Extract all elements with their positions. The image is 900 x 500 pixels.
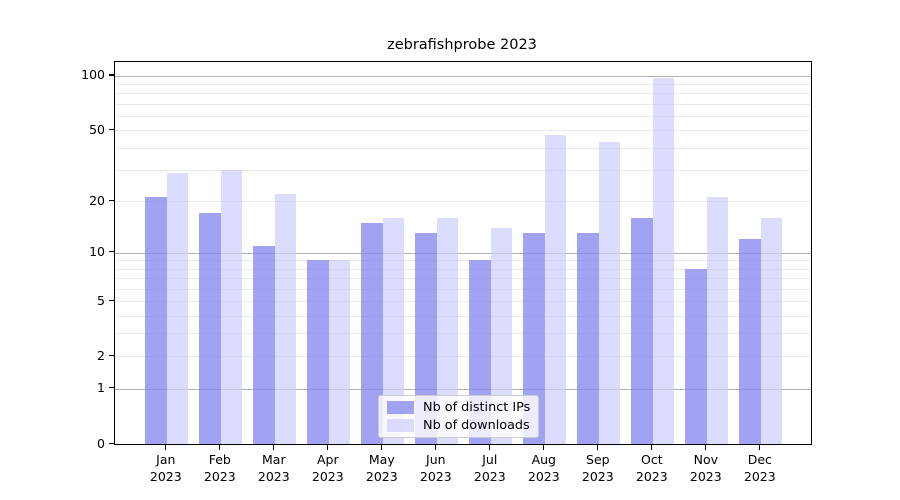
y-tick-label-20: 20 <box>89 192 105 208</box>
y-tick-label-10: 10 <box>89 244 105 260</box>
bar-nb-of-distinct-ips-may-2023 <box>361 222 383 444</box>
gridline-major-10 <box>115 252 811 254</box>
gridline-minor-40 <box>115 147 811 149</box>
gridline-minor-50 <box>115 130 811 132</box>
x-tick-dec-2023 <box>759 444 761 450</box>
legend-swatch-distinct-ips-icon <box>387 401 414 414</box>
y-tick-10 <box>109 251 114 253</box>
legend-item-downloads: Nb of downloads <box>387 418 530 433</box>
legend-swatch-downloads-icon <box>387 419 414 432</box>
bar-nb-of-distinct-ips-jun-2023 <box>415 233 437 444</box>
gridline-minor-90 <box>115 84 811 86</box>
bar-nb-of-downloads-aug-2023 <box>544 135 567 444</box>
gridline-minor-4 <box>115 315 811 317</box>
gridline-minor-8 <box>115 268 811 270</box>
x-tick-label-aug-2023: Aug 2023 <box>527 452 560 484</box>
x-tick-jun-2023 <box>435 444 437 450</box>
x-tick-mar-2023 <box>273 444 275 450</box>
x-tick-nov-2023 <box>705 444 707 450</box>
gridline-minor-70 <box>115 103 811 105</box>
bar-nb-of-downloads-sep-2023 <box>598 142 621 444</box>
gridline-minor-80 <box>115 93 811 95</box>
x-tick-label-nov-2023: Nov 2023 <box>689 452 722 484</box>
bar-nb-of-distinct-ips-aug-2023 <box>523 233 545 444</box>
x-tick-label-jul-2023: Jul 2023 <box>473 452 506 484</box>
bar-nb-of-downloads-may-2023 <box>382 217 405 444</box>
x-tick-oct-2023 <box>651 444 653 450</box>
x-tick-aug-2023 <box>543 444 545 450</box>
plot-area <box>114 61 812 445</box>
bar-nb-of-downloads-apr-2023 <box>328 260 351 444</box>
chart-title: zebrafishprobe 2023 <box>387 37 537 53</box>
y-tick-100 <box>109 74 114 76</box>
y-tick-label-0: 0 <box>97 435 105 451</box>
legend-item-distinct-ips: Nb of distinct IPs <box>387 400 530 415</box>
gridline-minor-5 <box>115 301 811 303</box>
x-tick-label-may-2023: May 2023 <box>365 452 398 484</box>
x-tick-apr-2023 <box>327 444 329 450</box>
y-tick-5 <box>109 299 114 301</box>
bar-nb-of-downloads-jun-2023 <box>436 217 459 444</box>
x-tick-label-oct-2023: Oct 2023 <box>635 452 668 484</box>
gridline-minor-3 <box>115 333 811 335</box>
gridline-minor-7 <box>115 278 811 280</box>
x-tick-sep-2023 <box>597 444 599 450</box>
y-tick-1 <box>109 387 114 389</box>
bar-nb-of-downloads-dec-2023 <box>760 217 783 444</box>
x-tick-feb-2023 <box>219 444 221 450</box>
y-tick-20 <box>109 199 114 201</box>
gridline-minor-60 <box>115 116 811 118</box>
bar-nb-of-distinct-ips-sep-2023 <box>577 233 599 444</box>
bar-nb-of-distinct-ips-mar-2023 <box>253 245 275 444</box>
y-tick-label-50: 50 <box>89 121 105 137</box>
legend-label-distinct-ips: Nb of distinct IPs <box>423 400 531 415</box>
bar-nb-of-downloads-nov-2023 <box>706 197 729 444</box>
legend: Nb of distinct IPs Nb of downloads <box>378 395 540 438</box>
bar-nb-of-distinct-ips-feb-2023 <box>199 213 221 444</box>
x-tick-label-feb-2023: Feb 2023 <box>203 452 236 484</box>
x-tick-jan-2023 <box>165 444 167 450</box>
x-tick-label-mar-2023: Mar 2023 <box>257 452 290 484</box>
x-tick-label-sep-2023: Sep 2023 <box>581 452 614 484</box>
gridline-minor-2 <box>115 356 811 358</box>
bar-nb-of-distinct-ips-nov-2023 <box>685 268 707 444</box>
y-tick-label-1: 1 <box>97 380 105 396</box>
x-tick-label-jan-2023: Jan 2023 <box>149 452 182 484</box>
gridline-minor-6 <box>115 288 811 290</box>
gridline-minor-20 <box>115 201 811 203</box>
gridline-major-100 <box>115 75 811 77</box>
y-tick-50 <box>109 128 114 131</box>
x-tick-jul-2023 <box>489 444 491 450</box>
bar-nb-of-downloads-jul-2023 <box>490 227 513 444</box>
bar-nb-of-distinct-ips-apr-2023 <box>307 260 329 444</box>
x-tick-may-2023 <box>381 444 383 450</box>
bar-nb-of-downloads-mar-2023 <box>274 193 297 444</box>
y-tick-label-5: 5 <box>97 292 105 308</box>
bar-nb-of-downloads-oct-2023 <box>652 78 675 444</box>
y-tick-2 <box>109 354 114 357</box>
y-tick-label-2: 2 <box>97 347 105 363</box>
legend-label-downloads: Nb of downloads <box>423 418 530 433</box>
gridline-major-1 <box>115 388 811 390</box>
bar-nb-of-downloads-feb-2023 <box>220 170 243 444</box>
bar-nb-of-distinct-ips-oct-2023 <box>631 217 653 444</box>
y-tick-label-100: 100 <box>81 67 105 83</box>
gridline-minor-9 <box>115 260 811 262</box>
gridline-minor-30 <box>115 170 811 172</box>
bar-nb-of-downloads-jan-2023 <box>166 172 189 444</box>
y-tick-0 <box>109 442 114 444</box>
x-tick-label-jun-2023: Jun 2023 <box>419 452 452 484</box>
bar-nb-of-distinct-ips-dec-2023 <box>739 239 761 444</box>
x-tick-label-dec-2023: Dec 2023 <box>743 452 776 484</box>
x-tick-label-apr-2023: Apr 2023 <box>311 452 344 484</box>
bar-nb-of-distinct-ips-jan-2023 <box>145 197 167 444</box>
